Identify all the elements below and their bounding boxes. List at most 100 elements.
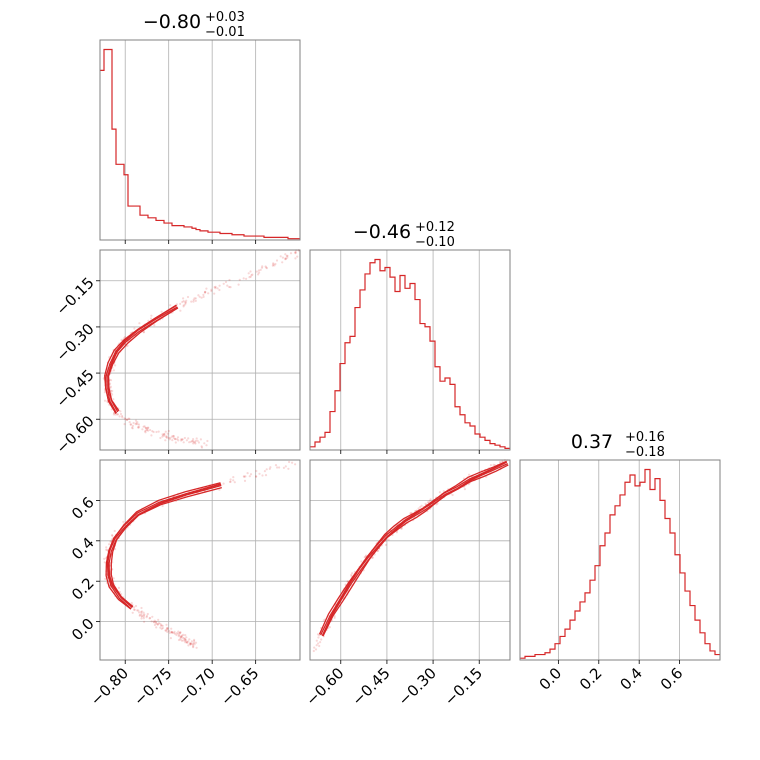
sample-point [364, 555, 367, 558]
sample-point [376, 549, 380, 552]
sample-point [109, 540, 112, 543]
sample-point [232, 476, 235, 479]
sample-point [195, 646, 198, 649]
sample-point [146, 426, 149, 429]
sample-point [184, 634, 187, 637]
sample-point [190, 640, 193, 643]
x-tick-label: −0.15 [441, 664, 486, 709]
sample-point [205, 444, 208, 447]
sample-point [228, 480, 232, 483]
sample-point [131, 426, 134, 429]
sample-point [176, 438, 179, 441]
pair-frame-1-0 [99, 249, 301, 451]
sample-point [145, 616, 148, 619]
sample-point [179, 309, 182, 312]
sample-point [255, 475, 258, 478]
sample-point [193, 640, 196, 643]
sample-point [468, 473, 471, 476]
sample-point [166, 627, 169, 630]
sample-point [194, 442, 197, 445]
density-contour [107, 306, 178, 414]
sample-point [489, 464, 492, 467]
sample-point [146, 428, 149, 432]
sample-point [155, 430, 158, 434]
sample-point [264, 474, 268, 477]
sample-point [131, 424, 134, 427]
sample-point [259, 268, 262, 271]
sample-point [193, 297, 196, 300]
sample-point [128, 421, 131, 424]
sample-point [249, 270, 252, 273]
sample-point [128, 417, 131, 420]
sample-point [346, 580, 349, 583]
sample-point [269, 466, 272, 469]
sample-point [105, 548, 108, 551]
sample-point [202, 293, 205, 296]
sample-point [113, 529, 116, 533]
sample-point [180, 439, 183, 442]
sample-point [265, 468, 268, 471]
sample-point [328, 626, 331, 629]
sample-point [183, 638, 186, 641]
sample-point [206, 439, 209, 443]
sample-point [192, 645, 195, 648]
sample-point [153, 621, 156, 624]
sample-point [188, 642, 191, 645]
density-contour [320, 460, 507, 636]
sample-point [136, 421, 139, 424]
sample-point [166, 432, 169, 435]
sample-point [162, 434, 165, 437]
sample-point [316, 633, 320, 636]
sample-point [294, 252, 297, 255]
hist-panel-0: −0.80 +0.03−0.01 [100, 10, 300, 240]
sample-point [154, 621, 158, 624]
sample-point [187, 640, 190, 643]
density-contour [104, 304, 177, 414]
sample-point [229, 478, 232, 481]
sample-point [245, 277, 248, 280]
sample-point [371, 556, 374, 560]
x-tick-label: −0.65 [217, 664, 262, 709]
sample-point [192, 298, 195, 301]
sample-point [274, 464, 278, 467]
sample-point [171, 439, 174, 442]
sample-point [157, 622, 161, 625]
sample-point [165, 436, 168, 439]
sample-point [210, 289, 213, 293]
sample-point [154, 620, 157, 623]
sample-point [184, 638, 187, 642]
sample-point [178, 634, 181, 637]
x-tick-label: −0.45 [349, 664, 394, 709]
sample-point [428, 499, 431, 502]
sample-point [170, 630, 173, 633]
sample-point [186, 641, 189, 644]
sample-point [117, 586, 120, 590]
sample-point [291, 461, 294, 464]
sample-point [194, 299, 197, 302]
sample-point [181, 634, 184, 637]
sample-point [261, 474, 264, 477]
sample-point [144, 431, 147, 434]
sample-point [184, 303, 187, 306]
sample-point [134, 604, 138, 608]
sample-point [200, 446, 204, 449]
sample-point [203, 291, 207, 294]
sample-point [108, 543, 111, 546]
histogram-step-2 [520, 468, 720, 659]
sample-point [103, 557, 106, 560]
sample-point [395, 531, 398, 534]
sample-point [174, 441, 177, 444]
sample-point [249, 275, 252, 278]
sample-point [167, 436, 170, 440]
sample-point [429, 498, 432, 501]
sample-point [284, 258, 287, 261]
sample-point [296, 255, 299, 258]
sample-point [187, 437, 190, 440]
sample-point [192, 441, 195, 444]
sample-point [164, 430, 167, 433]
sample-point [157, 618, 160, 622]
sample-point [192, 300, 195, 303]
sample-point [137, 426, 140, 429]
param-title-1: −0.46 [353, 221, 411, 243]
sample-point [420, 504, 423, 507]
